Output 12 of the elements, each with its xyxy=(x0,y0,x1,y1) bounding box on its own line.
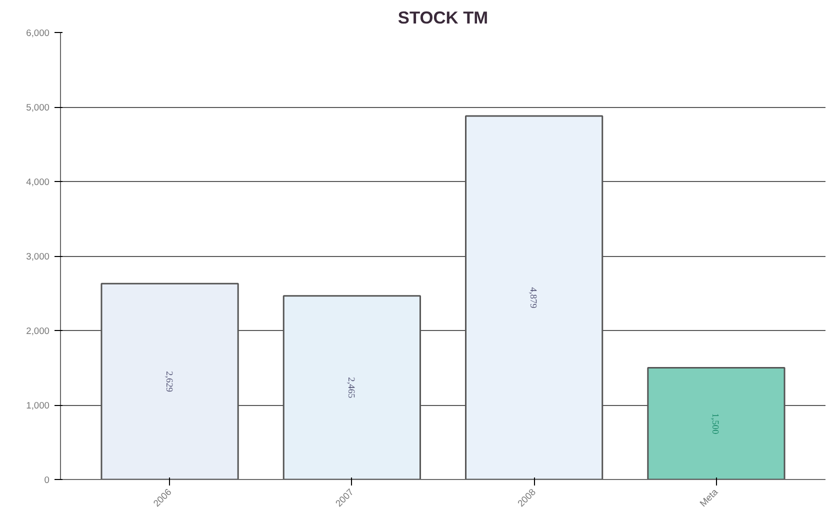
data-label: 2,465 xyxy=(345,377,356,399)
y-tick-label: 5,000 xyxy=(26,102,50,112)
y-tick-label: 2,000 xyxy=(26,326,50,336)
data-label: 1,500 xyxy=(710,413,720,434)
chart-title: STOCK TM xyxy=(398,8,488,28)
data-label: 2,629 xyxy=(163,371,174,392)
y-tick-label: 3,000 xyxy=(26,252,50,262)
data-label: 4,879 xyxy=(528,287,538,309)
y-tick-label: 6,000 xyxy=(26,28,50,38)
y-tick-label: 0 xyxy=(44,475,50,485)
y-tick-label: 4,000 xyxy=(26,177,50,187)
y-tick-label: 1,000 xyxy=(26,400,50,410)
